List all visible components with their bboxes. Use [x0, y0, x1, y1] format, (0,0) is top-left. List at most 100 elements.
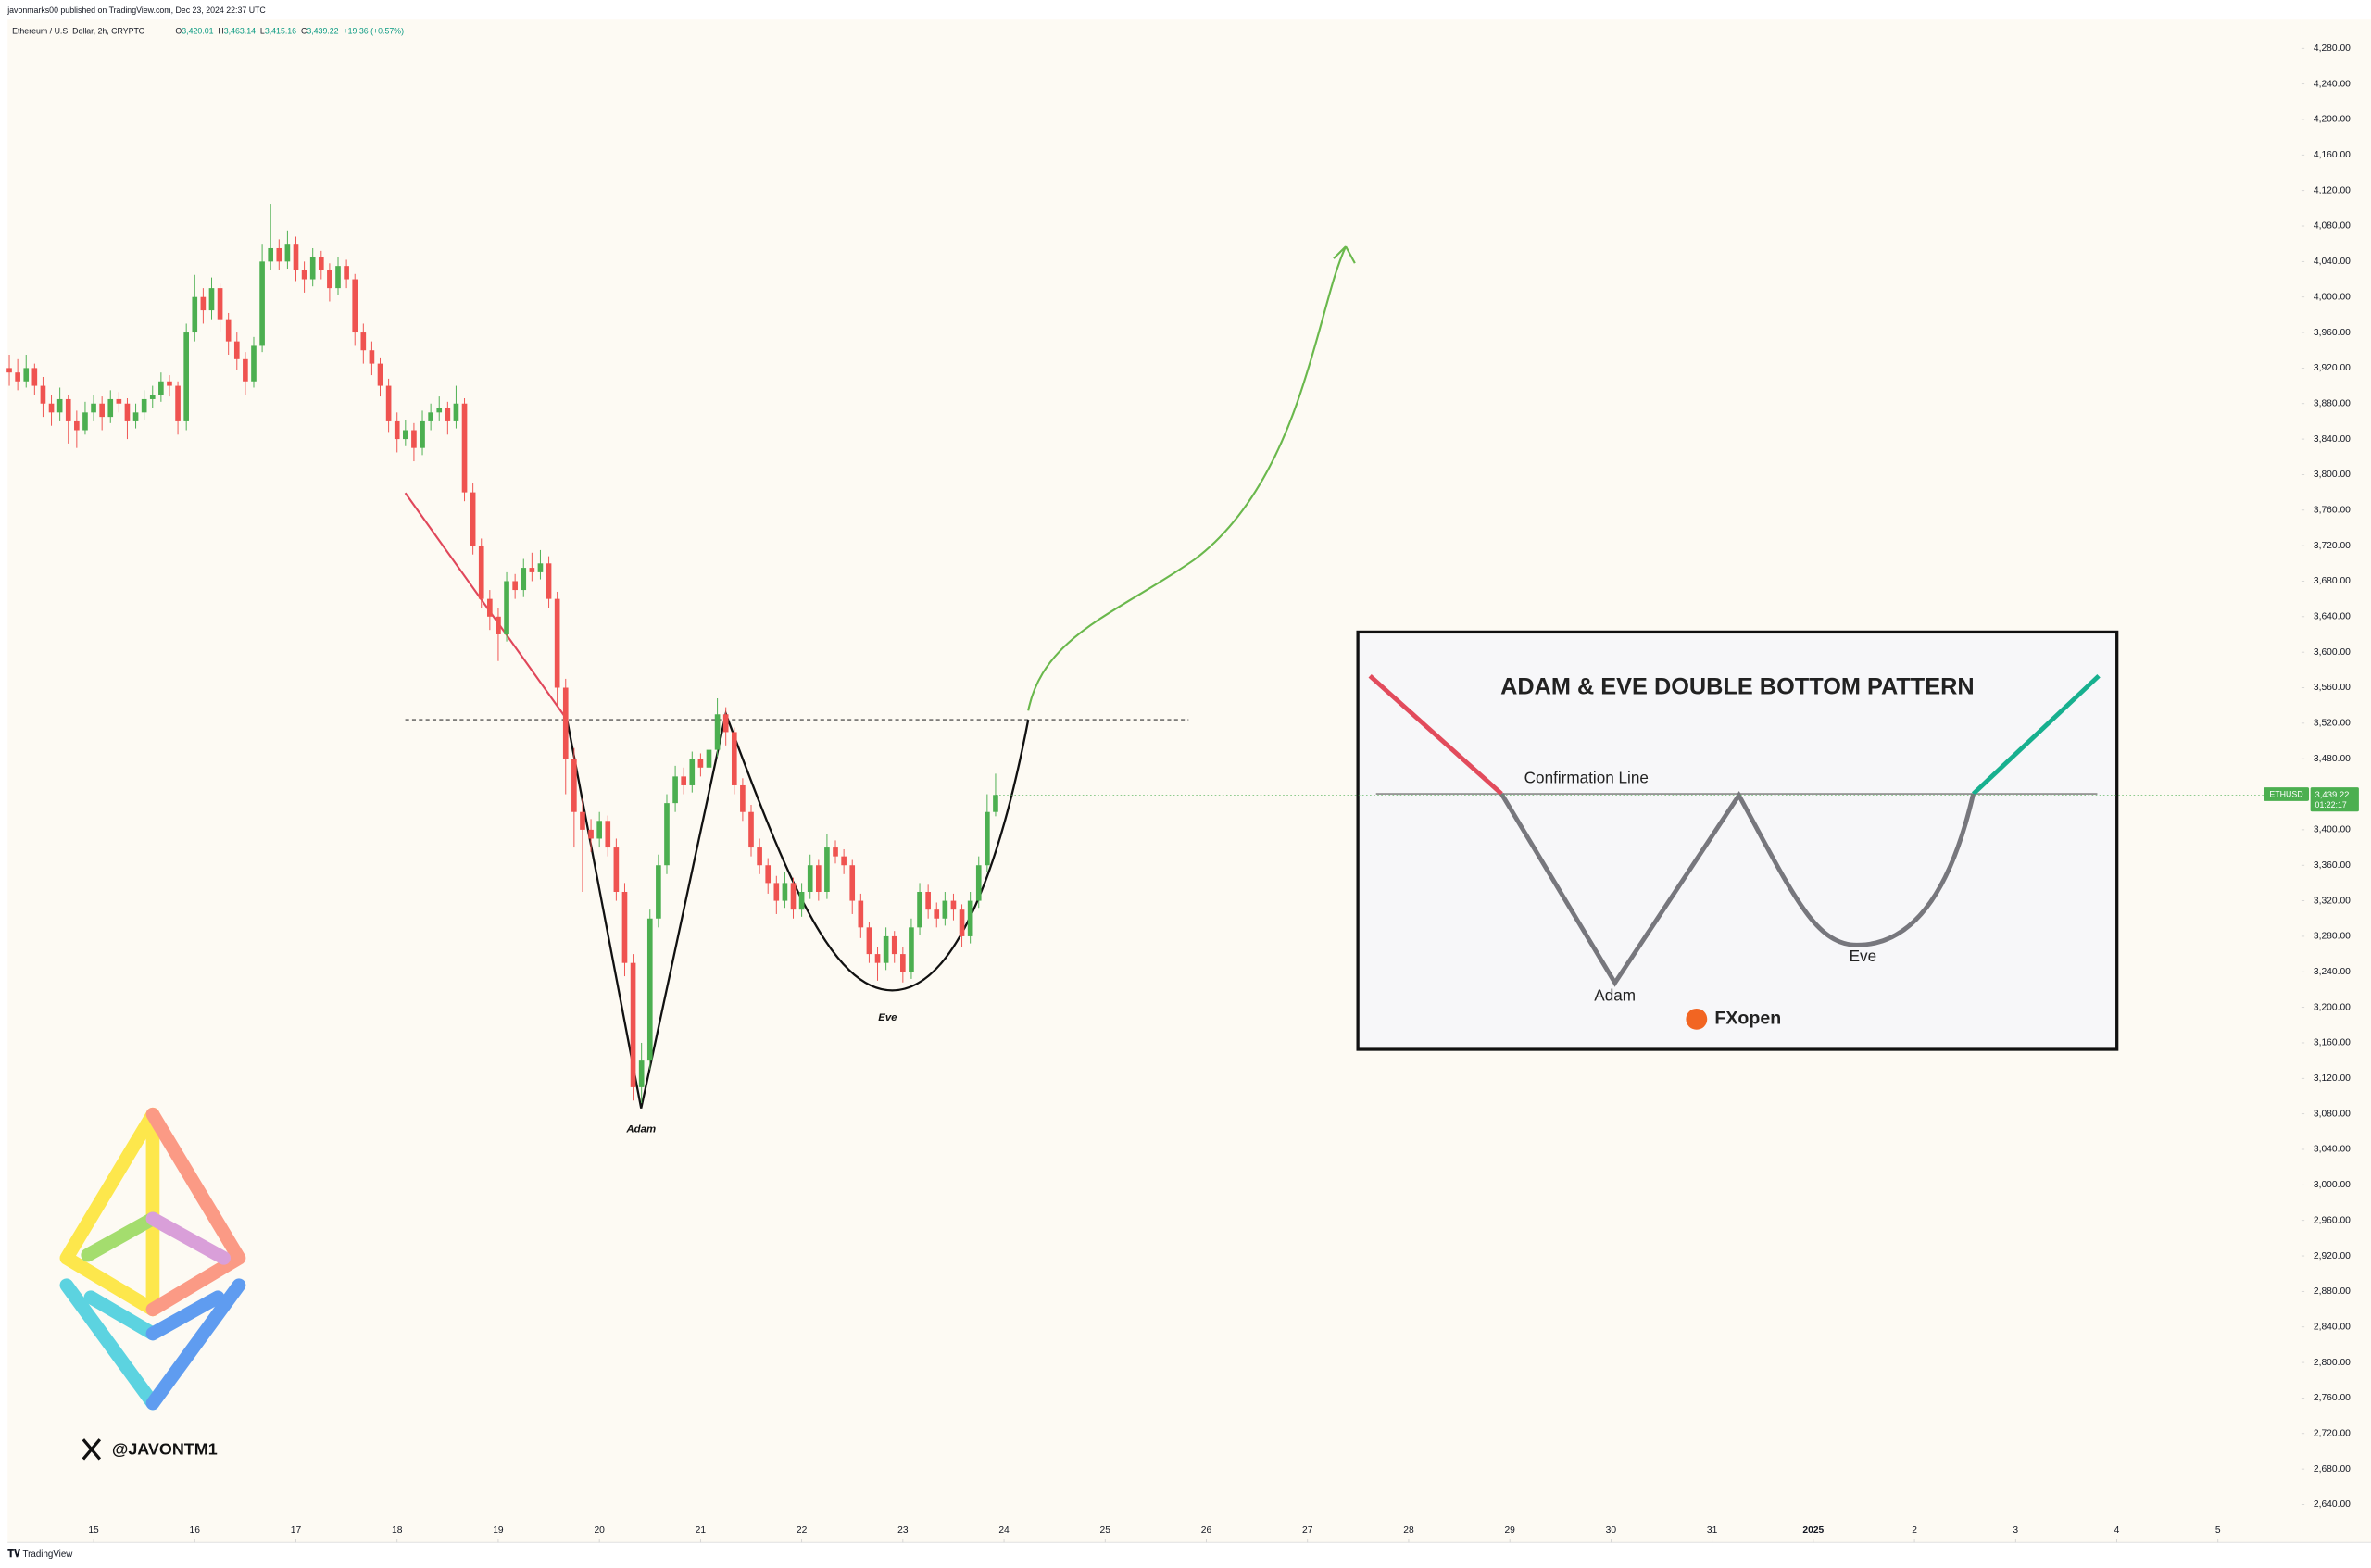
candle-body	[192, 296, 198, 333]
candle-body	[909, 927, 914, 972]
ohlc-legend: Ethereum / U.S. Dollar, 2h, CRYPTO O3,42…	[12, 27, 404, 36]
candle-body	[243, 358, 248, 382]
annotation: Adam	[625, 1124, 656, 1135]
candle-body	[807, 865, 813, 892]
inset-uptrend	[1971, 673, 2101, 796]
pattern-line	[566, 709, 1030, 1109]
y-tick-label: 3,600.00	[2314, 647, 2351, 658]
y-tick-label: 2,880.00	[2314, 1286, 2351, 1297]
candle-body	[529, 568, 535, 572]
candle-body	[56, 398, 63, 413]
x-tick-label: 19	[493, 1525, 504, 1536]
y-tick-label: 2,640.00	[2314, 1499, 2351, 1510]
x-tick-label: 20	[594, 1525, 605, 1536]
candle-body	[630, 962, 636, 1087]
x-tick-label: 25	[1100, 1525, 1111, 1536]
inset-downtrend	[1368, 673, 1503, 796]
candle-body	[403, 430, 408, 440]
candle-body	[824, 847, 830, 892]
y-tick-label: 3,800.00	[2314, 470, 2351, 480]
candle-body	[445, 408, 451, 421]
candle-body	[344, 266, 349, 280]
x-tick-label: 31	[1707, 1525, 1718, 1536]
candle-body	[722, 714, 729, 733]
y-tick-label: 3,680.00	[2314, 576, 2351, 586]
candle-body	[40, 385, 46, 404]
candle-body	[706, 749, 712, 768]
candle-body	[461, 403, 468, 493]
projection-arrow	[1027, 245, 1356, 711]
x-tick-label: 22	[797, 1525, 808, 1536]
y-tick-label: 2,840.00	[2314, 1322, 2351, 1332]
y-tick-label: 4,280.00	[2314, 44, 2351, 54]
candle-body	[91, 403, 96, 413]
candle-body	[251, 345, 257, 382]
x-tick-label: 16	[190, 1525, 201, 1536]
y-tick-label: 3,520.00	[2314, 719, 2351, 729]
drawings	[404, 245, 1356, 1109]
candle-body	[993, 795, 998, 812]
candle-body	[82, 412, 88, 431]
candle-body	[580, 811, 585, 830]
candle-body	[470, 492, 476, 546]
candle-body	[815, 865, 822, 892]
candle-body	[124, 403, 131, 421]
candle-body	[107, 398, 114, 418]
y-tick-label: 3,080.00	[2314, 1109, 2351, 1119]
candle-body	[496, 616, 501, 634]
x-tick-label: 27	[1302, 1525, 1313, 1536]
y-tick-label: 3,240.00	[2314, 967, 2351, 977]
x-tick-label: 30	[1606, 1525, 1617, 1536]
y-tick-label: 3,760.00	[2314, 505, 2351, 515]
y-tick-label: 3,720.00	[2314, 541, 2351, 551]
y-tick-label: 4,080.00	[2314, 221, 2351, 232]
y-tick-label: 3,400.00	[2314, 825, 2351, 835]
candle-body	[697, 759, 704, 768]
y-tick-label: 3,040.00	[2314, 1145, 2351, 1155]
candle-body	[740, 784, 746, 812]
countdown: 01:22:17	[2315, 800, 2347, 809]
x-tick-label: 4	[2114, 1525, 2120, 1536]
candle-body	[664, 803, 670, 866]
candles	[6, 204, 998, 1104]
candle-body	[562, 687, 569, 759]
y-tick-label: 2,720.00	[2314, 1428, 2351, 1438]
candle-body	[833, 847, 838, 857]
y-tick-label: 3,840.00	[2314, 434, 2351, 445]
candle-body	[883, 935, 889, 963]
x-tick-label: 23	[897, 1525, 909, 1536]
candle-body	[681, 776, 687, 785]
candle-body	[284, 244, 291, 262]
inset: ADAM & EVE DOUBLE BOTTOM PATTERN Confirm…	[1356, 630, 2119, 1051]
y-tick-label: 4,200.00	[2314, 115, 2351, 125]
y-tick-label: 4,000.00	[2314, 292, 2351, 302]
x-tick-label: 29	[1504, 1525, 1515, 1536]
candle-body	[925, 891, 931, 910]
candle-body	[6, 368, 12, 373]
ohlc-label: L	[260, 27, 265, 36]
candle-body	[917, 891, 922, 928]
candle-body	[411, 430, 417, 448]
candle-body	[773, 883, 780, 901]
ohlc-label: C	[301, 27, 307, 36]
candle-body	[158, 381, 164, 395]
candle-body	[217, 288, 223, 320]
candle-body	[99, 403, 105, 418]
candle-body	[352, 279, 358, 333]
candle-body	[782, 883, 788, 901]
candle-body	[866, 927, 872, 955]
ohlc-value: 3,420.01	[182, 27, 213, 36]
x-tick-label: 18	[392, 1525, 403, 1536]
inset-label: Adam	[1594, 985, 1636, 1004]
candle-body	[377, 363, 383, 386]
candle-body	[765, 865, 772, 884]
inset-label: Confirmation Line	[1524, 768, 1649, 786]
symbol-box	[2264, 787, 2310, 801]
y-tick-label: 3,560.00	[2314, 683, 2351, 693]
candle-body	[453, 403, 459, 421]
candle-body	[613, 847, 620, 892]
candle-body	[942, 900, 948, 919]
y-tick-label: 2,800.00	[2314, 1358, 2351, 1368]
candle-body	[385, 385, 392, 421]
x-tick-label: 15	[88, 1525, 99, 1536]
